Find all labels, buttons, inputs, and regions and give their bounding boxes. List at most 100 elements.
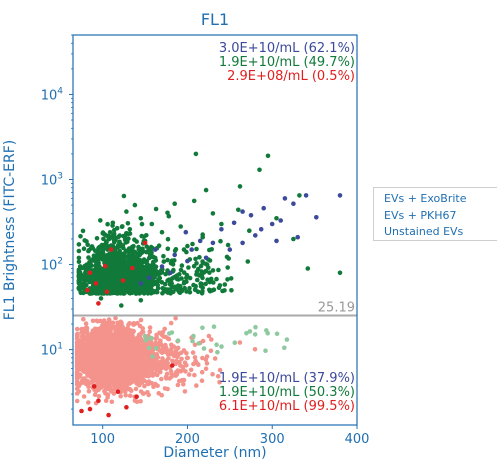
cloud-point-unstained bbox=[138, 399, 143, 404]
cloud-point-unstained bbox=[162, 386, 168, 391]
data-point bbox=[120, 278, 126, 283]
cloud-point-unstained bbox=[106, 324, 112, 330]
cloud-point-unstained bbox=[113, 380, 118, 386]
cloud-point-pkh67 bbox=[76, 248, 82, 254]
cloud-point-unstained bbox=[173, 316, 178, 321]
cloud-point-pkh67 bbox=[120, 265, 126, 271]
legend-entry-unstained: Unstained EVs bbox=[384, 225, 464, 238]
cloud-point-faint bbox=[284, 337, 290, 342]
data-point bbox=[253, 233, 258, 238]
data-point bbox=[159, 229, 165, 235]
cloud-point-pkh67 bbox=[245, 259, 251, 264]
cloud-point-unstained bbox=[121, 363, 127, 369]
cloud-point-unstained bbox=[192, 342, 198, 348]
cloud-point-pkh67 bbox=[127, 291, 133, 296]
cloud-point-unstained bbox=[105, 330, 110, 335]
cloud-point-pkh67 bbox=[93, 254, 98, 259]
cloud-point-unstained bbox=[95, 376, 101, 381]
data-point bbox=[197, 238, 203, 244]
data-point bbox=[172, 201, 177, 206]
cloud-point-pkh67 bbox=[99, 269, 105, 275]
cloud-point-pkh67 bbox=[222, 288, 227, 293]
cloud-point-pkh67 bbox=[216, 285, 222, 291]
cloud-point-unstained bbox=[133, 386, 139, 392]
cloud-point-unstained bbox=[138, 317, 144, 323]
cloud-point-unstained bbox=[90, 318, 96, 324]
cloud-point-unstained bbox=[96, 380, 102, 386]
cloud-point-unstained bbox=[162, 326, 167, 332]
cloud-point-pkh67 bbox=[157, 275, 163, 281]
cloud-point-faint bbox=[169, 330, 175, 335]
cloud-point-pkh67 bbox=[229, 288, 234, 293]
cloud-point-unstained bbox=[148, 359, 153, 365]
cloud-point-unstained bbox=[79, 356, 84, 362]
cloud-point-faint bbox=[150, 354, 155, 359]
cloud-point-pkh67 bbox=[100, 280, 105, 286]
cloud-point-unstained bbox=[204, 361, 210, 366]
data-point bbox=[183, 229, 189, 235]
cloud-point-unstained bbox=[168, 369, 174, 374]
cloud-point-pkh67 bbox=[179, 276, 184, 281]
y-axis-label: FL1 Brightness (FITC-ERF) bbox=[2, 140, 18, 321]
cloud-point-unstained bbox=[209, 337, 214, 342]
cloud-point-faint bbox=[191, 333, 196, 339]
cloud-point-unstained bbox=[237, 340, 243, 345]
data-point bbox=[93, 281, 99, 286]
cloud-point-pkh67 bbox=[122, 234, 128, 239]
cloud-point-unstained bbox=[119, 320, 124, 326]
cloud-point-faint bbox=[153, 345, 159, 351]
data-point bbox=[97, 255, 103, 261]
cloud-point-unstained bbox=[200, 355, 205, 361]
cloud-point-pkh67 bbox=[109, 282, 115, 287]
cloud-point-unstained bbox=[74, 372, 80, 378]
threshold-label: 25.19 bbox=[318, 301, 355, 316]
data-point bbox=[193, 151, 199, 157]
cloud-point-unstained bbox=[94, 370, 100, 376]
data-point bbox=[178, 224, 183, 229]
legend-entry-exobrite: EVs + ExoBrite bbox=[384, 192, 467, 205]
data-point bbox=[147, 275, 152, 281]
data-point bbox=[96, 398, 101, 404]
cloud-point-unstained bbox=[176, 351, 181, 357]
cloud-point-pkh67 bbox=[187, 275, 193, 281]
cloud-point-pkh67 bbox=[165, 236, 171, 242]
cloud-point-unstained bbox=[127, 321, 132, 326]
cloud-point-unstained bbox=[179, 356, 184, 362]
cloud-point-pkh67 bbox=[147, 281, 153, 287]
series-1 bbox=[91, 151, 343, 308]
upper-annotation-0: 3.0E+10/mL (62.1%) bbox=[219, 41, 355, 56]
cloud-point-pkh67 bbox=[228, 276, 234, 281]
x-axis-label: Diameter (nm) bbox=[163, 445, 266, 461]
data-point bbox=[314, 215, 319, 220]
data-point bbox=[189, 247, 194, 252]
cloud-point-unstained bbox=[154, 354, 159, 360]
cloud-point-pkh67 bbox=[151, 280, 157, 285]
cloud-point-pkh67 bbox=[193, 283, 198, 289]
cloud-point-pkh67 bbox=[126, 246, 132, 251]
cloud-point-unstained bbox=[135, 364, 140, 370]
data-point bbox=[106, 412, 111, 418]
data-point bbox=[236, 207, 241, 213]
cloud-point-faint bbox=[232, 340, 238, 346]
cloud-point-unstained bbox=[176, 360, 182, 365]
cloud-point-unstained bbox=[153, 340, 158, 345]
cloud-point-unstained bbox=[115, 331, 121, 336]
cloud-point-pkh67 bbox=[112, 255, 118, 261]
cloud-point-pkh67 bbox=[214, 276, 219, 282]
cloud-point-unstained bbox=[120, 325, 125, 331]
cloud-point-unstained bbox=[115, 320, 120, 326]
cloud-point-unstained bbox=[74, 344, 80, 349]
cloud-point-unstained bbox=[101, 378, 106, 383]
cloud-point-faint bbox=[201, 346, 207, 351]
cloud-point-faint bbox=[215, 349, 220, 355]
x-tick-label: 200 bbox=[175, 432, 200, 447]
cloud-point-pkh67 bbox=[94, 290, 99, 296]
cloud-point-faint bbox=[211, 324, 217, 330]
cloud-point-unstained bbox=[166, 355, 171, 361]
cloud-point-unstained bbox=[167, 376, 172, 381]
cloud-point-pkh67 bbox=[105, 258, 111, 263]
cloud-point-unstained bbox=[129, 379, 134, 385]
cloud-point-unstained bbox=[129, 388, 134, 394]
data-point bbox=[153, 206, 159, 212]
cloud-point-unstained bbox=[142, 346, 147, 352]
